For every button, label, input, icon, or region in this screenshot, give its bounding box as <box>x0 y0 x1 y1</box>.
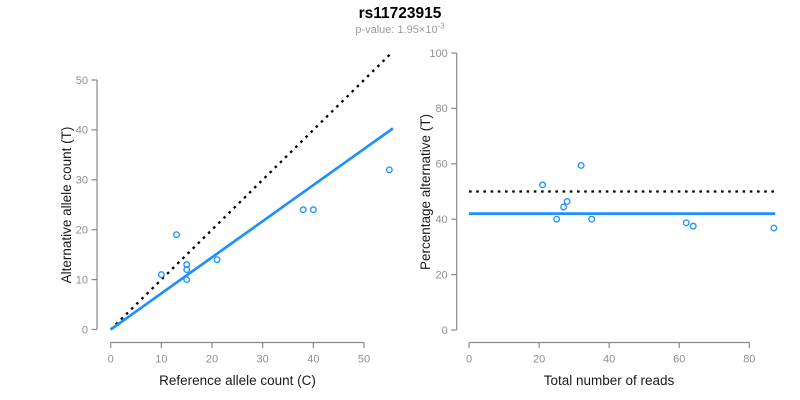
y-tick-label: 100 <box>429 48 447 60</box>
y-tick-label: 60 <box>435 159 447 171</box>
x-tick-label: 40 <box>307 354 319 366</box>
right-y-axis-label: Percentage alternative (T) <box>418 113 433 270</box>
x-tick-label: 80 <box>743 354 755 366</box>
right-scatter-panel: 0 20 40 60 80 100 0 20 40 60 80 <box>429 48 778 366</box>
x-tick-label: 20 <box>533 354 545 366</box>
left-x-axis-label: Reference allele count (C) <box>159 373 316 388</box>
right-x-axis-label: Total number of reads <box>543 373 675 388</box>
fit-line <box>109 127 394 331</box>
y-tick-label: 0 <box>442 325 448 337</box>
data-point <box>173 231 181 239</box>
data-point <box>770 224 778 232</box>
data-point <box>689 222 697 230</box>
data-point <box>213 256 221 264</box>
y-tick-label: 80 <box>435 103 447 115</box>
data-point <box>563 198 571 205</box>
data-point <box>309 206 317 214</box>
y-tick-label: 0 <box>82 324 88 336</box>
x-tick-label: 60 <box>673 354 685 366</box>
x-tick-label: 50 <box>358 354 370 366</box>
x-tick-label: 30 <box>257 354 269 366</box>
x-tick-label: 0 <box>108 354 114 366</box>
y-tick-label: 30 <box>76 175 88 187</box>
data-point <box>385 166 393 174</box>
x-tick-label: 0 <box>466 354 472 366</box>
y-tick-label: 10 <box>76 274 88 286</box>
pvalue-text: p-value: 1.95×10 <box>355 24 438 36</box>
data-point <box>183 266 191 274</box>
y-tick-label: 20 <box>76 225 88 237</box>
data-point <box>577 162 585 169</box>
y-tick-label: 50 <box>76 75 88 87</box>
x-tick-label: 40 <box>603 354 615 366</box>
pvalue-exponent: -3 <box>437 21 445 31</box>
left-scatter-panel: 0 10 20 30 40 50 0 10 20 30 40 50 <box>76 50 394 366</box>
x-tick-label: 20 <box>206 354 218 366</box>
data-point <box>539 181 547 189</box>
plot-subtitle: p-value: 1.95×10-3 <box>0 21 800 36</box>
plot-title: rs11723915 <box>358 5 442 22</box>
data-point <box>588 215 596 223</box>
y-tick-label: 40 <box>76 125 88 137</box>
x-tick-label: 10 <box>155 354 167 366</box>
left-y-axis-label: Alternative allele count (T) <box>58 126 74 283</box>
data-point <box>553 215 561 223</box>
data-point <box>560 203 568 211</box>
data-point <box>183 276 191 284</box>
data-point <box>682 219 690 227</box>
y-tick-label: 40 <box>435 214 447 226</box>
identity-line <box>109 50 394 331</box>
y-tick-label: 20 <box>435 269 447 281</box>
data-point <box>157 271 165 279</box>
data-point <box>299 206 307 214</box>
